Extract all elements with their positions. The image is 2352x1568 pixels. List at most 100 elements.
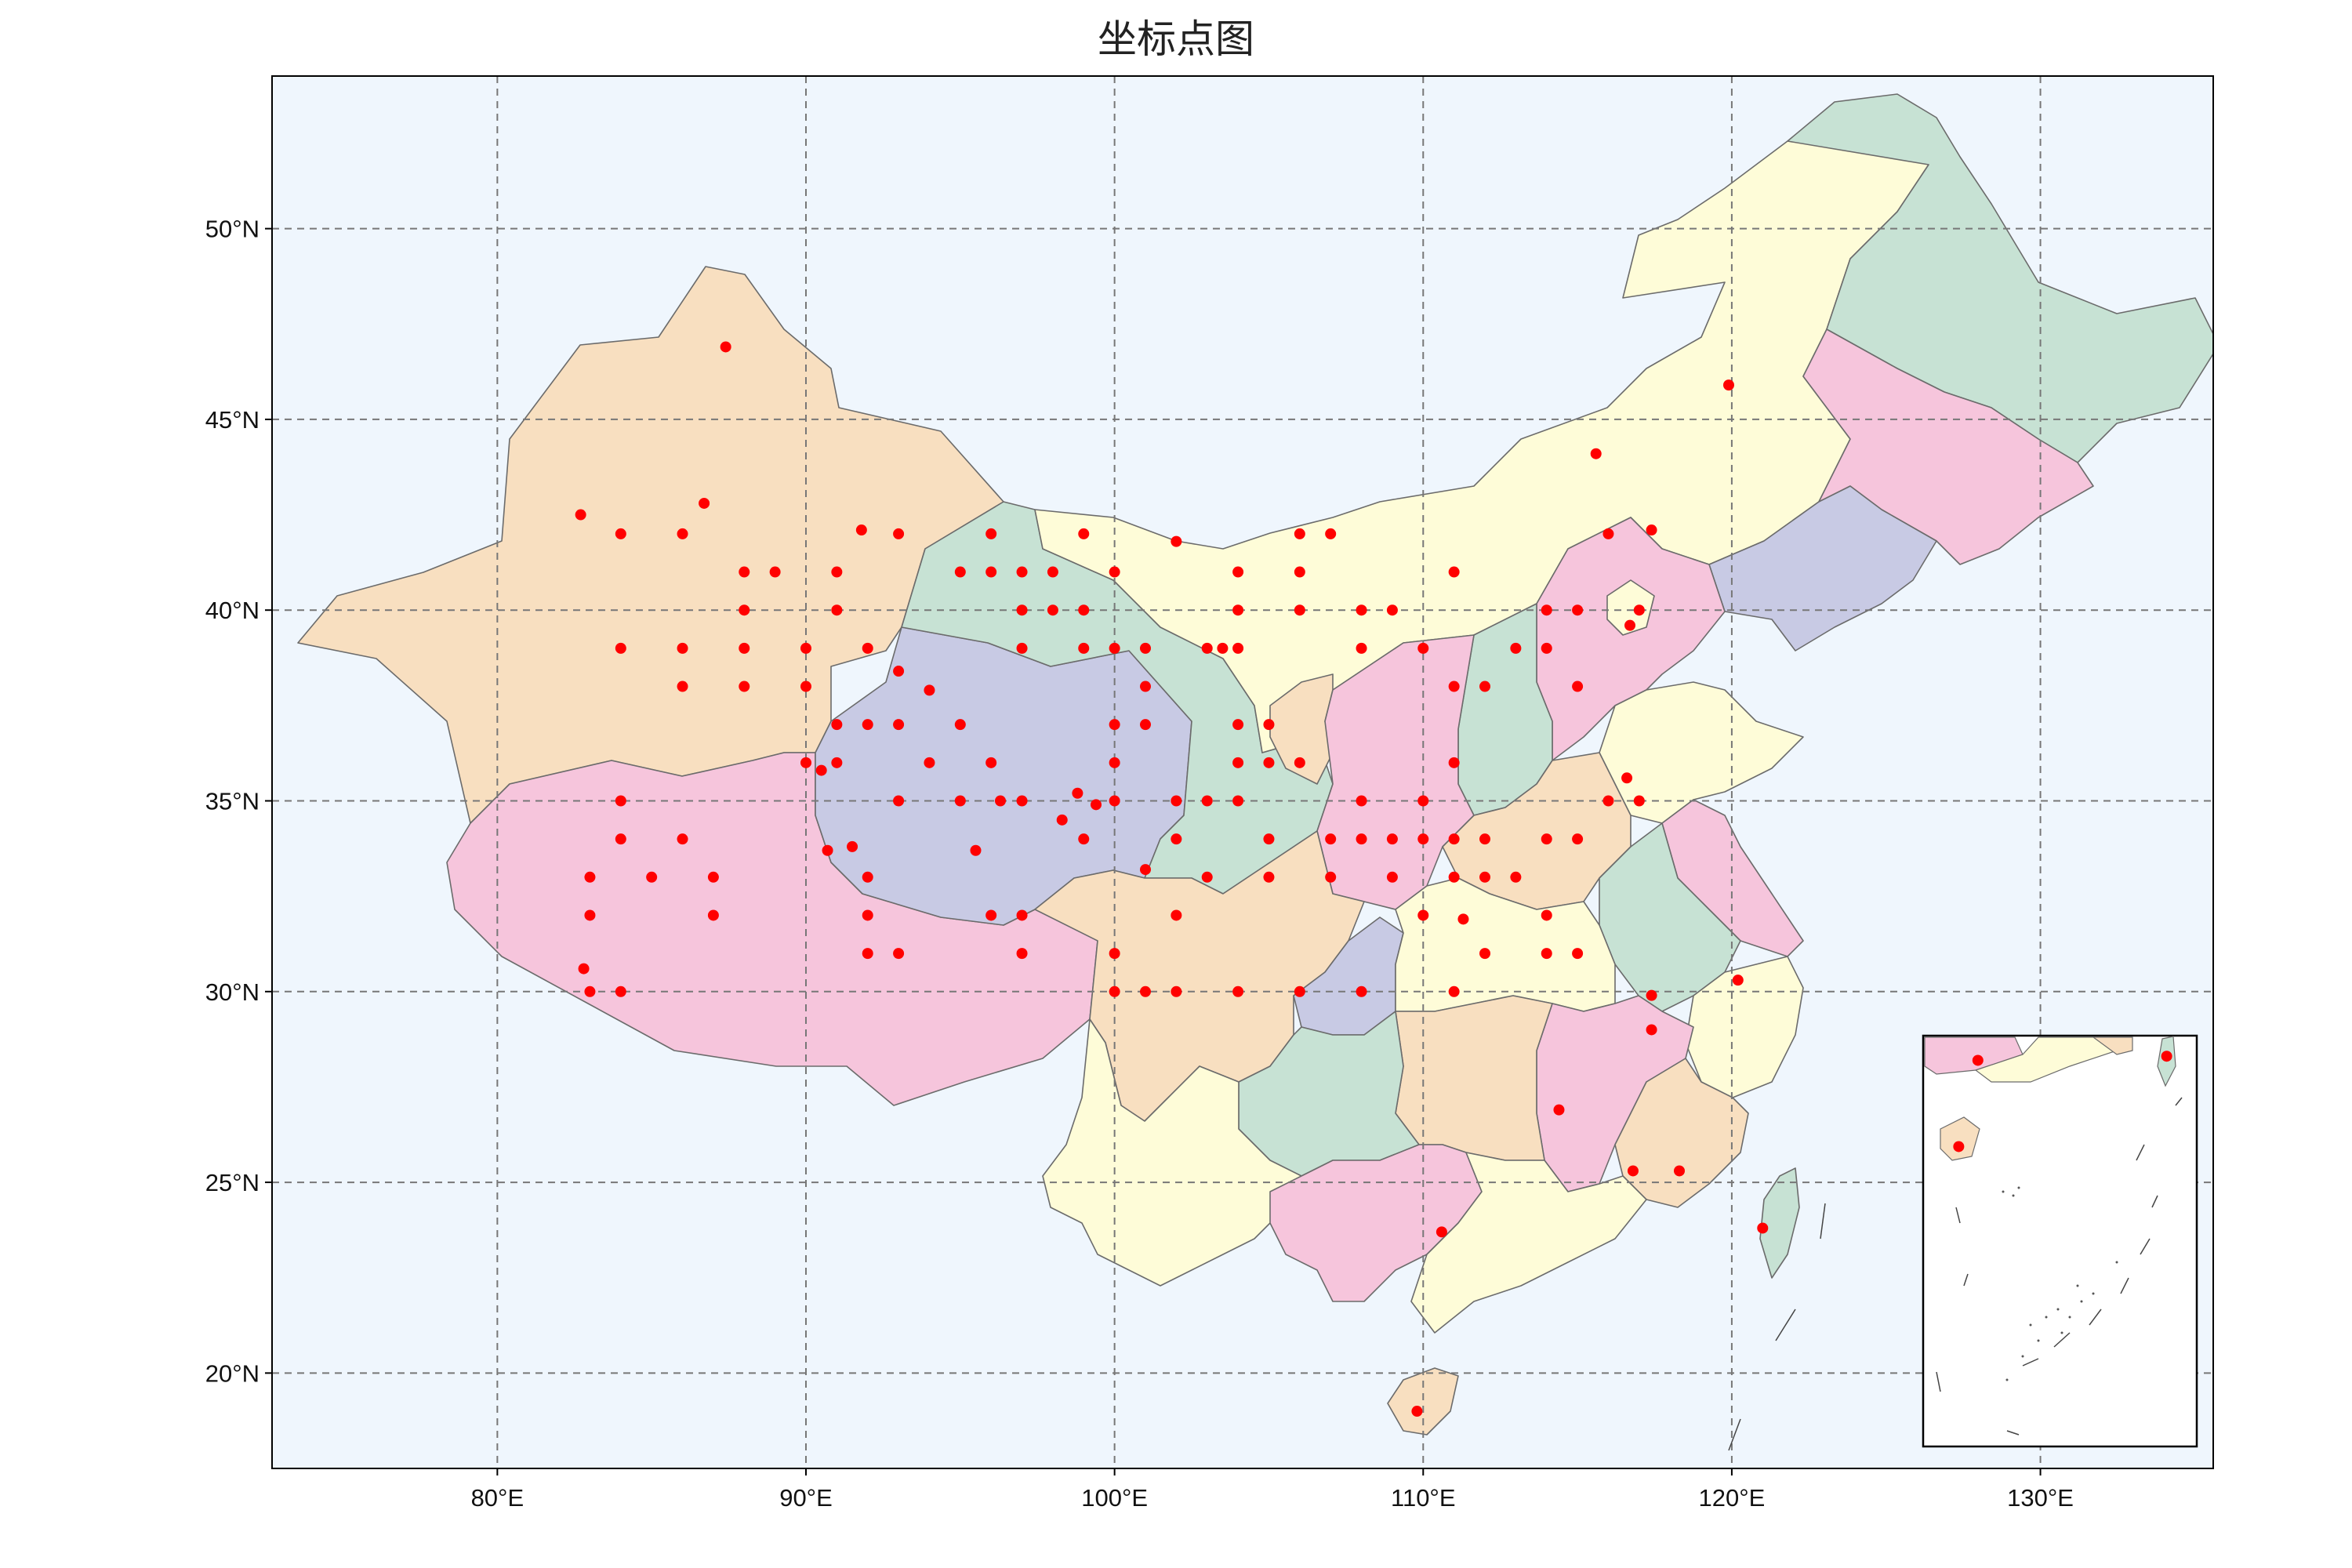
region-taiwan	[1759, 1167, 1800, 1279]
coordinate-point	[1232, 719, 1244, 731]
x-tick-label: 80°E	[471, 1484, 524, 1512]
coordinate-point	[831, 719, 843, 731]
coordinate-point	[1541, 833, 1552, 845]
coordinate-point	[1109, 795, 1120, 807]
coordinate-point	[1572, 681, 1584, 692]
region-fujian	[1614, 1058, 1749, 1208]
coordinate-point	[1109, 719, 1120, 731]
coordinate-point	[1078, 833, 1090, 845]
coordinate-point	[1646, 1024, 1657, 1036]
coordinate-point	[1217, 642, 1229, 654]
coordinate-point	[800, 757, 811, 768]
coordinate-point	[578, 963, 590, 975]
coordinate-point	[1356, 642, 1367, 654]
coordinate-point	[1056, 814, 1068, 826]
coordinate-point	[1047, 566, 1058, 578]
coordinate-point	[1171, 985, 1182, 997]
coordinate-point	[1674, 1165, 1686, 1177]
coordinate-point	[1417, 909, 1429, 921]
coordinate-point	[1294, 604, 1305, 616]
coordinate-point	[1263, 757, 1275, 768]
coordinate-point	[1016, 566, 1028, 578]
coordinate-point	[862, 719, 873, 731]
y-tick-label: 50°N	[205, 216, 260, 243]
coordinate-point	[1294, 757, 1305, 768]
coordinate-point	[893, 528, 905, 539]
coordinate-point	[1109, 757, 1120, 768]
coordinate-point	[677, 528, 688, 539]
coordinate-point	[815, 764, 827, 776]
coordinate-point	[970, 844, 982, 856]
coordinate-point	[800, 642, 811, 654]
coordinate-point	[1294, 528, 1305, 539]
coordinate-point	[1232, 757, 1244, 768]
coordinate-point	[1633, 795, 1645, 807]
coordinate-point	[862, 909, 873, 921]
coordinate-point	[985, 909, 997, 921]
region-hainan	[1387, 1367, 1459, 1436]
x-tick-label: 90°E	[779, 1484, 833, 1512]
coordinate-point	[1232, 566, 1244, 578]
coordinate-point	[1356, 795, 1367, 807]
coordinate-point	[1541, 948, 1552, 960]
coordinate-point	[1201, 795, 1213, 807]
coordinate-point	[1457, 913, 1469, 925]
coordinate-point	[1171, 909, 1182, 921]
coordinate-point	[1448, 566, 1460, 578]
map-title: 坐标点图	[1098, 16, 1254, 62]
coordinate-point	[1448, 871, 1460, 883]
coordinate-point	[1263, 871, 1275, 883]
coordinate-point	[1510, 871, 1522, 883]
coordinate-point	[1140, 864, 1152, 876]
coordinate-point	[1386, 833, 1398, 845]
y-tick-label: 30°N	[205, 978, 260, 1006]
coordinate-point	[677, 681, 688, 692]
coordinate-point	[646, 871, 658, 883]
coordinate-point	[739, 566, 750, 578]
coordinate-point	[1590, 448, 1602, 459]
coordinate-point	[1016, 795, 1028, 807]
south-china-sea-inset	[1922, 1034, 2198, 1448]
x-axis-ticks: 80°E 90°E 100°E 110°E 120°E 130°E	[471, 1468, 2074, 1512]
coordinate-point	[1436, 1226, 1447, 1238]
coordinate-point	[1078, 642, 1090, 654]
coordinate-point	[1510, 642, 1522, 654]
y-tick-label: 25°N	[205, 1169, 260, 1196]
coordinate-point	[1171, 535, 1182, 547]
coordinate-point	[1479, 871, 1491, 883]
coordinate-point	[893, 948, 905, 960]
coordinate-point	[1572, 948, 1584, 960]
coordinate-point	[615, 795, 626, 807]
coordinate-point	[1016, 604, 1028, 616]
inset-point	[1953, 1141, 1965, 1152]
coordinate-point	[739, 642, 750, 654]
coordinate-point	[707, 871, 719, 883]
provinces	[297, 93, 2213, 1436]
coordinate-point	[924, 757, 935, 768]
y-tick-label: 35°N	[205, 787, 260, 815]
coordinate-point	[1171, 833, 1182, 845]
coordinate-point	[1572, 604, 1584, 616]
coordinate-point	[1294, 985, 1305, 997]
coordinate-point	[1572, 833, 1584, 845]
coordinate-point	[1109, 948, 1120, 960]
coordinate-point	[924, 684, 935, 696]
coordinate-point	[677, 642, 688, 654]
coordinate-point	[1646, 989, 1657, 1001]
coordinate-point	[1633, 604, 1645, 616]
coordinate-point	[1448, 985, 1460, 997]
coordinate-point	[1386, 871, 1398, 883]
coordinate-point	[615, 642, 626, 654]
coordinate-point	[1356, 604, 1367, 616]
coordinate-point	[1411, 1406, 1423, 1417]
coordinate-point	[739, 681, 750, 692]
coordinate-point	[1047, 604, 1058, 616]
coordinate-point	[1479, 948, 1491, 960]
coordinate-point	[954, 795, 966, 807]
coordinate-point	[994, 795, 1006, 807]
coordinate-point	[1109, 985, 1120, 997]
region-yunnan	[1042, 1018, 1302, 1287]
coordinate-point	[1417, 642, 1429, 654]
coordinate-point	[1448, 757, 1460, 768]
coordinate-point	[699, 497, 710, 509]
